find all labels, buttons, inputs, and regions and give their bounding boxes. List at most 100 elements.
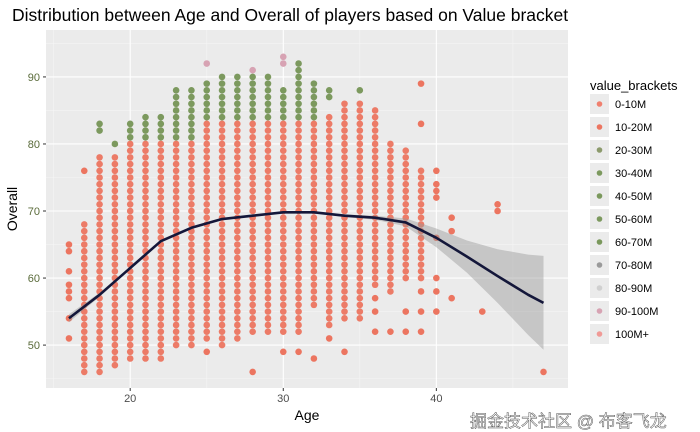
data-point [203,247,211,255]
data-point [188,201,195,208]
legend-label: 30-40M [615,168,652,180]
data-point [448,214,455,222]
data-point [417,221,425,228]
data-point [325,241,333,248]
data-point [172,140,180,148]
data-point [234,321,241,329]
data-point [295,80,302,87]
data-point [417,167,425,175]
data-point [356,87,364,94]
data-point [371,328,379,335]
data-point [96,214,103,222]
data-point [218,314,226,322]
data-point [279,294,287,302]
data-point [80,361,88,369]
data-point [295,187,302,195]
data-point [371,234,379,242]
data-point [157,281,165,289]
data-point [264,281,272,289]
data-point [188,254,195,262]
data-point [80,335,88,342]
data-point [188,328,195,335]
data-point [341,288,348,295]
data-point [310,254,318,262]
data-point [203,147,211,154]
data-point [172,254,180,262]
data-point [157,328,165,335]
data-point [80,241,88,248]
data-point [157,154,165,161]
data-point [249,174,256,181]
data-point [249,167,256,175]
data-point [325,288,333,295]
data-point [111,294,119,302]
data-point [142,221,149,228]
data-point [249,294,256,302]
data-point [356,288,364,295]
data-point [157,341,165,349]
data-point [172,160,180,168]
data-point [417,288,425,295]
data-point [341,247,348,255]
data-point [341,140,348,148]
data-point [126,321,134,329]
data-point [188,308,195,315]
data-point [356,100,364,108]
data-point [264,227,272,235]
data-point [188,214,195,222]
data-point [387,268,394,275]
data-point [65,247,73,255]
data-point [142,167,149,175]
data-point [402,201,410,208]
legend-swatch [596,170,603,176]
data-point [402,308,410,315]
data-point [371,107,379,114]
data-point [402,241,410,248]
data-point [203,288,211,295]
data-point [341,127,348,134]
legend: value_brackets 0-10M 10-20M 20-30M 30-40M 40… [590,78,678,344]
data-point [172,93,180,101]
data-point [279,180,287,188]
data-point [80,247,88,255]
data-point [341,180,348,188]
data-point [387,234,394,242]
data-point [279,60,287,67]
data-point [371,133,379,141]
data-point [371,140,379,148]
data-point [371,261,379,268]
data-point [417,261,425,268]
data-point [387,281,394,289]
data-point [433,194,440,201]
data-point [387,201,394,208]
data-point [264,328,272,335]
legend-label: 70-80M [615,260,652,272]
data-point [325,254,333,262]
data-point [356,127,364,134]
data-point [126,301,134,309]
data-point [157,147,165,154]
data-point [234,268,241,275]
data-point [203,201,211,208]
data-point [371,113,379,121]
data-point [126,247,134,255]
data-point [264,127,272,134]
data-point [126,254,134,262]
data-point [203,294,211,302]
data-point [80,341,88,349]
data-point [218,207,226,215]
data-point [249,288,256,295]
data-point [234,274,241,282]
data-point [188,93,195,101]
data-point [172,281,180,289]
data-point [249,308,256,315]
data-point [157,268,165,275]
data-point [356,234,364,242]
data-point [172,274,180,282]
data-point [295,234,302,242]
data-point [387,261,394,268]
data-point [295,227,302,235]
data-point [264,187,272,195]
data-point [341,301,348,309]
data-point [157,308,165,315]
